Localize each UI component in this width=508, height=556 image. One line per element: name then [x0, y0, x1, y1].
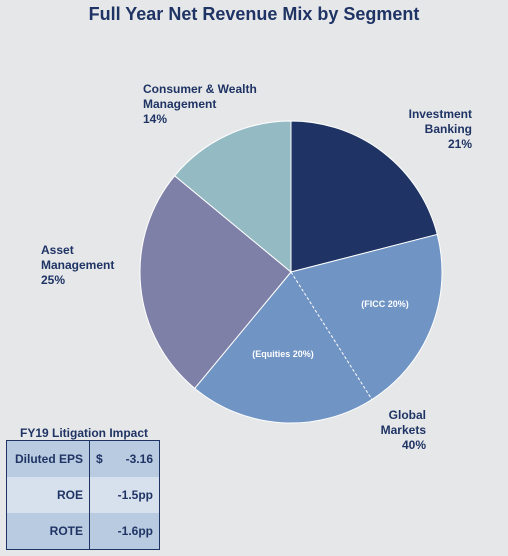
- label-ficc: (FICC 20%): [361, 299, 409, 309]
- label-investment-banking: Investment Banking 21%: [408, 107, 472, 151]
- pie-slice-global-markets: [194, 233, 443, 424]
- litigation-table: Diluted EPS $ -3.16 ROE -1.5pp ROTE -1.6…: [6, 440, 160, 550]
- value-text: -1.6pp: [117, 524, 153, 538]
- chart-title: Full Year Net Revenue Mix by Segment: [88, 4, 420, 24]
- table-row: Diluted EPS $ -3.16: [6, 440, 160, 477]
- row-metric: ROTE: [6, 513, 90, 550]
- label-equities: (Equities 20%): [252, 349, 314, 359]
- table-row: ROTE -1.6pp: [6, 513, 160, 550]
- row-value: $ -3.16: [89, 440, 160, 477]
- label-global-markets: Global Markets 40%: [380, 408, 426, 452]
- sub-segment-divider: [290, 271, 373, 400]
- pie-slice-investment-banking: [290, 120, 438, 273]
- pie-slice-consumer-wealth-management: [173, 120, 292, 274]
- pie-slice-asset-management: [139, 175, 292, 390]
- value-text: -1.5pp: [117, 488, 153, 502]
- litigation-title: FY19 Litigation Impact: [19, 426, 148, 440]
- label-asset-management: Asset Management 25%: [41, 243, 115, 287]
- table-row: ROE -1.5pp: [6, 477, 160, 513]
- label-consumer-wealth: Consumer & Wealth Management 14%: [143, 82, 257, 126]
- row-value: -1.6pp: [89, 513, 160, 550]
- row-metric: Diluted EPS: [6, 440, 90, 477]
- row-value: -1.5pp: [89, 477, 160, 513]
- row-metric: ROE: [6, 477, 90, 513]
- value-text: -3.16: [125, 452, 153, 466]
- currency-symbol: $: [96, 452, 103, 466]
